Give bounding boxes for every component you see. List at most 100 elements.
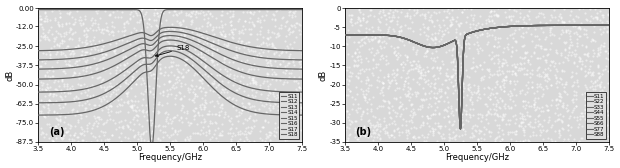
Point <box>209 47 219 50</box>
Point <box>213 83 223 86</box>
Point <box>146 119 156 122</box>
Point <box>64 137 74 140</box>
Point <box>255 19 265 22</box>
Point <box>533 115 543 117</box>
Point <box>343 80 353 82</box>
Point <box>118 48 128 51</box>
Point <box>280 139 290 141</box>
Point <box>87 83 97 86</box>
Point <box>219 34 229 37</box>
Point <box>368 123 378 126</box>
Point <box>423 25 433 28</box>
Point <box>185 20 195 22</box>
Point <box>161 110 171 113</box>
Point <box>205 121 215 124</box>
Point <box>590 98 600 101</box>
Point <box>104 104 113 107</box>
Point <box>550 140 560 142</box>
Point <box>461 112 471 115</box>
Point <box>480 29 490 31</box>
Point <box>146 45 156 47</box>
Point <box>111 89 121 92</box>
Point <box>518 126 528 129</box>
Point <box>94 115 104 118</box>
Point <box>428 113 438 116</box>
Point <box>586 39 596 42</box>
Point <box>368 129 378 131</box>
Point <box>454 135 464 138</box>
Point <box>245 33 255 35</box>
Point <box>391 54 401 56</box>
Point <box>157 94 167 97</box>
Point <box>147 30 157 33</box>
Point <box>427 90 436 92</box>
Point <box>422 66 432 69</box>
Point <box>197 9 206 12</box>
Point <box>396 114 405 117</box>
Point <box>162 95 172 97</box>
Point <box>465 85 475 88</box>
Point <box>53 131 63 134</box>
Point <box>424 19 434 22</box>
Point <box>442 95 452 98</box>
Point <box>352 129 361 132</box>
Point <box>394 131 404 133</box>
Point <box>521 22 531 24</box>
Point <box>69 72 79 74</box>
Point <box>185 137 195 140</box>
Point <box>44 108 54 111</box>
Point <box>177 121 187 124</box>
Point <box>113 103 123 106</box>
Point <box>173 35 183 38</box>
Point <box>443 8 453 10</box>
Point <box>361 21 371 23</box>
Point <box>564 32 574 34</box>
Point <box>97 53 107 55</box>
Point <box>407 120 417 123</box>
Point <box>255 137 265 139</box>
Point <box>392 69 402 72</box>
Point <box>237 28 247 31</box>
Point <box>400 93 410 96</box>
Point <box>428 66 438 68</box>
Point <box>131 113 141 116</box>
Point <box>253 19 263 22</box>
Point <box>371 85 381 88</box>
Point <box>99 134 108 136</box>
Point <box>502 64 512 66</box>
Point <box>37 84 46 86</box>
Point <box>482 105 492 107</box>
Point <box>529 103 539 106</box>
Point <box>109 86 119 88</box>
Point <box>166 70 176 73</box>
Point <box>131 83 141 86</box>
Point <box>423 34 433 37</box>
Point <box>443 109 453 112</box>
Point <box>213 83 223 86</box>
Point <box>87 108 97 110</box>
Point <box>249 120 259 123</box>
Point <box>144 17 154 20</box>
Point <box>135 62 144 65</box>
Point <box>281 69 291 72</box>
Point <box>215 105 225 108</box>
Point <box>597 136 607 138</box>
Point <box>64 22 74 24</box>
Point <box>281 93 291 96</box>
Point <box>118 26 128 28</box>
Point <box>275 8 285 10</box>
Point <box>491 80 501 83</box>
Point <box>540 23 550 25</box>
Point <box>407 64 417 67</box>
Point <box>602 29 612 32</box>
Point <box>162 102 172 105</box>
Point <box>175 97 185 100</box>
Point <box>68 55 78 58</box>
Point <box>278 71 288 73</box>
Point <box>128 71 138 74</box>
Point <box>438 19 448 21</box>
Point <box>113 15 123 18</box>
Point <box>482 32 492 35</box>
Point <box>377 80 387 83</box>
Point <box>489 54 499 57</box>
